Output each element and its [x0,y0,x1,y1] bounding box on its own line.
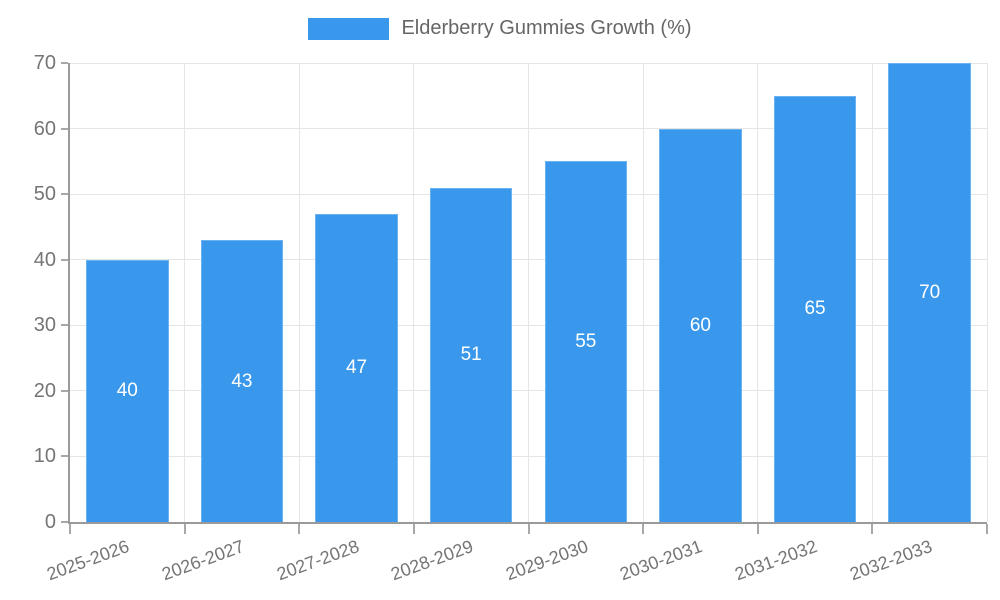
legend-label: Elderberry Gummies Growth (%) [401,17,692,39]
y-axis-tick-label: 70 [33,52,56,74]
bar-value-label: 60 [689,314,711,336]
x-axis-tick [298,524,301,534]
legend[interactable]: Elderberry Gummies Growth (%) [0,17,1000,40]
y-axis-tick [61,62,68,64]
x-axis-tick [183,524,186,534]
bar-2025-2026[interactable]: 40 [86,259,169,522]
plot-area: 40 43 47 51 55 60 65 70 [61,62,988,534]
x-axis-tick [527,524,530,534]
bar-2026-2027[interactable]: 43 [200,240,284,522]
vertical-gridline [184,63,186,522]
x-axis-tick [69,524,71,534]
y-axis-tick [61,324,68,327]
x-axis-tick [642,524,645,534]
bar-value-label: 51 [460,344,482,366]
legend-swatch[interactable] [308,17,390,40]
y-axis-tick-label: 30 [33,314,56,337]
bar-value-label: 43 [231,370,253,392]
bar-value-label: 70 [919,282,941,303]
y-axis-tick [61,389,68,392]
vertical-gridline [986,63,988,522]
y-axis-tick-label: 20 [33,379,56,402]
y-axis-tick [61,258,68,261]
y-axis-tick-label: 10 [33,445,56,468]
y-axis-tick [61,193,68,196]
y-axis-tick [61,455,68,458]
y-axis-tick-label: 60 [33,117,56,140]
bar-2030-2031[interactable]: 60 [659,128,742,522]
y-axis-tick-label: 40 [33,248,56,271]
bar-2029-2030[interactable]: 55 [544,161,628,522]
vertical-gridline [413,63,415,522]
bar-2028-2029[interactable]: 51 [429,187,513,522]
x-axis-tick [986,524,988,534]
y-axis-tick [61,127,68,130]
bar-2027-2028[interactable]: 47 [315,213,398,522]
vertical-gridline [757,63,759,522]
y-axis-tick-label: 0 [44,511,56,533]
vertical-gridline [642,63,644,522]
x-axis-tick [756,524,759,534]
vertical-gridline [298,63,300,522]
bar-value-label: 47 [345,357,368,379]
y-axis-tick-label: 50 [33,183,56,206]
x-axis-tick [871,524,874,534]
vertical-gridline [528,63,529,522]
bar-2031-2032[interactable]: 65 [773,95,857,522]
bar-value-label: 55 [575,331,597,353]
bar-value-label: 40 [116,380,138,402]
vertical-gridline [871,63,873,522]
bar-2032-2033[interactable]: 70 [888,63,971,522]
x-axis-tick [412,524,415,534]
bar-value-label: 65 [804,298,826,320]
y-axis-tick [61,521,68,523]
